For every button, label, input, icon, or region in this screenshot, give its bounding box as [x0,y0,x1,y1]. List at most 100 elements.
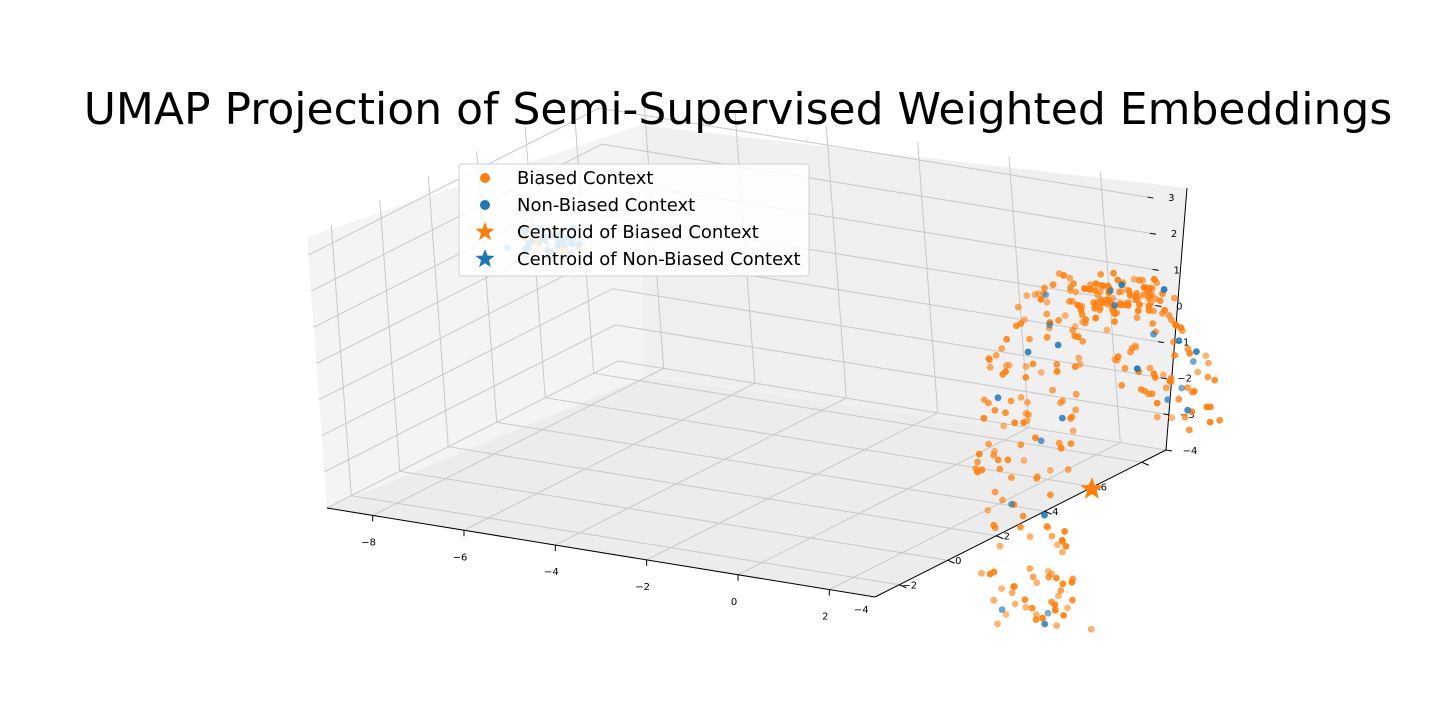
biased-point [1022,363,1030,370]
biased-point [1033,579,1041,587]
biased-point [1096,306,1103,314]
biased-point [1060,272,1068,279]
non-biased-point [1189,358,1197,365]
biased-point [1000,422,1007,430]
z-tick-label: 3 [1168,193,1174,204]
biased-point [1051,606,1059,614]
biased-point [1032,616,1040,623]
biased-point [999,496,1006,504]
biased-point [1053,574,1060,582]
biased-point [1069,298,1076,305]
biased-point [1070,280,1077,287]
biased-point [1071,363,1079,370]
non-biased-point [1037,437,1045,445]
biased-point [1205,359,1212,367]
biased-point [1133,290,1140,297]
biased-point [1132,344,1140,351]
biased-point [1111,318,1118,325]
biased-point [1028,604,1036,612]
biased-point [985,440,993,448]
biased-point [1171,294,1178,302]
biased-point [1145,302,1153,310]
biased-point [1206,418,1214,426]
biased-point [1026,533,1034,541]
non-biased-point [998,606,1006,613]
biased-point [1013,322,1020,330]
biased-point [1023,292,1031,299]
biased-point [1019,512,1027,520]
biased-point [1132,296,1140,303]
biased-point [1068,413,1076,421]
biased-point [1005,361,1013,369]
biased-point [1092,314,1100,322]
biased-point [1161,306,1168,314]
biased-point [1014,303,1022,311]
non-biased-point [1042,291,1050,299]
biased-point [1024,399,1031,406]
biased-point [1059,548,1066,556]
biased-point [1194,368,1202,376]
x-tick-label: −4 [544,567,559,578]
biased-point [1022,374,1030,381]
biased-point [1189,388,1196,396]
biased-point [1079,337,1087,345]
y-tick-mark [1141,461,1149,466]
legend-label-centroid-non-biased: Centroid of Non-Biased Context [517,249,801,270]
biased-point [1011,600,1019,608]
z-tick-mark [1147,196,1154,199]
biased-point [996,465,1004,473]
biased-point [980,414,988,422]
biased-point [1171,352,1179,359]
x-tick-label: −6 [453,552,468,563]
biased-point [1153,413,1161,421]
biased-point [1072,288,1080,296]
biased-point [990,521,998,529]
biased-point [1156,297,1164,305]
biased-point [1121,364,1129,372]
biased-point [1087,625,1095,633]
x-axis-line [326,507,876,598]
biased-point [1074,333,1082,341]
y-tick-label: −4 [854,605,869,616]
z-tick-mark [1163,413,1170,416]
non-biased-point [1184,406,1191,414]
z-grid-line [310,143,1151,292]
biased-point [1066,274,1074,282]
biased-point [1136,301,1143,308]
x-tick-label: 2 [822,612,828,623]
biased-point [1058,536,1066,544]
y-tick-mark [996,535,1004,540]
biased-point [1114,357,1121,364]
biased-point [1037,295,1045,303]
non-biased-point [1044,609,1052,617]
non-biased-point [1150,330,1157,338]
biased-point [1053,622,1061,629]
biased-point [1203,403,1211,411]
non-biased-point [1160,286,1168,293]
y-tick-mark [1044,510,1052,515]
biased-point [1060,612,1067,619]
chart-legend: Biased Context Non-Biased Context Centro… [458,163,810,277]
biased-point [1148,390,1156,398]
legend-label-centroid-biased: Centroid of Biased Context [517,222,759,243]
biased-point [1017,394,1025,401]
non-biased-point [1164,396,1172,403]
biased-point [1181,413,1189,421]
biased-point [1064,466,1072,473]
biased-point [1172,321,1180,329]
biased-point [1043,298,1051,306]
biased-point [1204,373,1212,381]
biased-point [1021,596,1029,604]
y-tick-label: 4 [1052,507,1058,518]
biased-point [1021,316,1028,324]
z-grid-line [321,288,1161,437]
biased-point [1067,440,1075,447]
biased-point [1120,301,1128,309]
biased-point [1175,395,1183,403]
biased-point [986,363,994,371]
non-biased-point [1118,281,1126,289]
biased-point [1118,381,1126,389]
y-tick-label: 6 [1101,482,1107,493]
biased-point [1145,294,1152,302]
legend-label-biased: Biased Context [517,168,654,189]
